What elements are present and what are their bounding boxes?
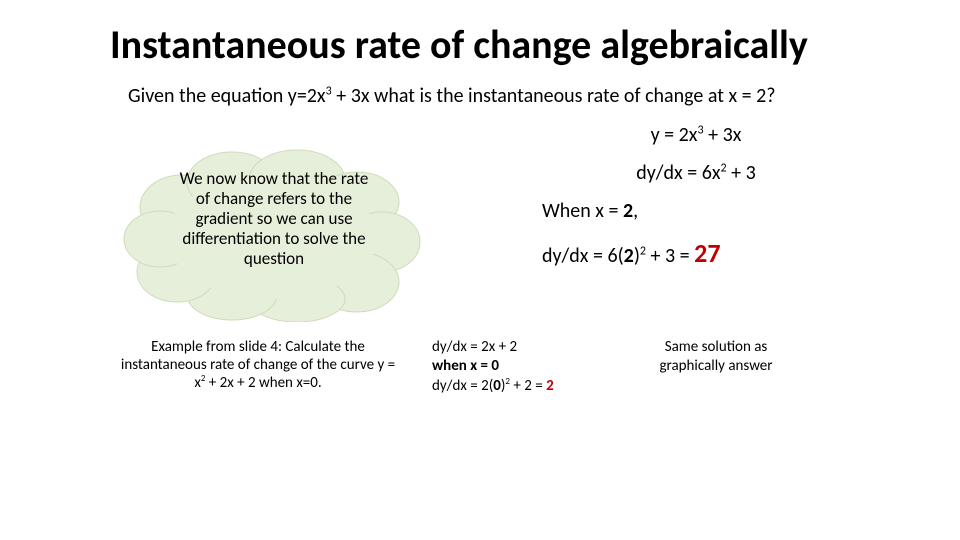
example4-note: Same solution as graphically answer — [636, 338, 796, 376]
work-line-3: When x = 2, — [542, 199, 850, 223]
work-line-4: dy/dx = 6(2)2 + 3 = 27 — [542, 237, 850, 269]
slide-title: Instantaneous rate of change algebraical… — [110, 24, 850, 66]
main-row: We now know that the rate of change refe… — [110, 123, 850, 322]
slide: Instantaneous rate of change algebraical… — [0, 0, 960, 540]
problem-statement: Given the equation y=2x3 + 3x what is th… — [128, 84, 788, 109]
cloud-text: We now know that the rate of change refe… — [174, 169, 374, 269]
work-line-1: y = 2x3 + 3x — [542, 123, 850, 147]
example4-work: dy/dx = 2x + 2when x = 0dy/dx = 2(0)2 + … — [432, 338, 602, 395]
derivation-steps: y = 2x3 + 3x dy/dx = 6x2 + 3 When x = 2,… — [542, 123, 850, 283]
example4-prompt: Example from slide 4: Calculate the inst… — [118, 338, 398, 392]
example4-row: Example from slide 4: Calculate the inst… — [118, 338, 850, 395]
work-line-2: dy/dx = 6x2 + 3 — [542, 161, 850, 185]
thought-cloud: We now know that the rate of change refe… — [122, 147, 422, 322]
